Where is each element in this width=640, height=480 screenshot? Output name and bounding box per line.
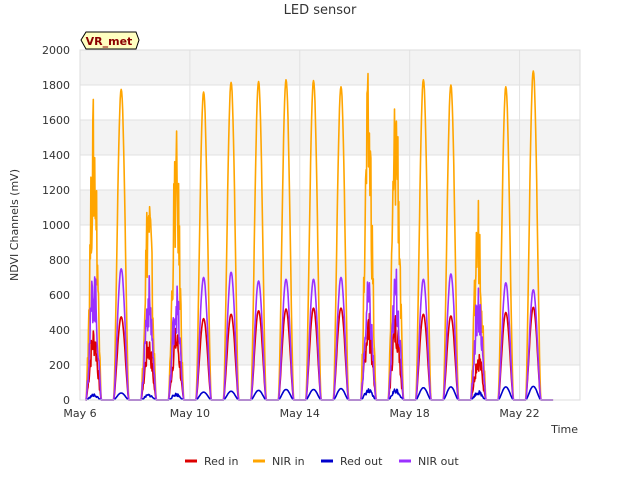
legend-label: Red in	[204, 455, 238, 468]
plot-bands	[80, 50, 580, 365]
y-tick-label: 0	[63, 394, 70, 407]
y-tick-label: 1600	[42, 114, 70, 127]
legend-label: NIR in	[272, 455, 305, 468]
y-tick-label: 600	[49, 289, 70, 302]
y-tick-label: 1800	[42, 79, 70, 92]
series-line-red-in	[85, 306, 554, 401]
plot-band	[80, 190, 580, 225]
x-axis-label: Time	[550, 423, 578, 436]
y-tick-label: 200	[49, 359, 70, 372]
x-tick-label: May 14	[280, 407, 320, 420]
y-tick-labels: 0 200 400 600 800 1000 1200 1400 1600 1800 2000	[42, 44, 70, 407]
x-tick-label: May 22	[499, 407, 539, 420]
x-tick-label: May 10	[170, 407, 210, 420]
legend-label: NIR out	[418, 455, 459, 468]
series-lines	[85, 70, 554, 401]
y-tick-label: 400	[49, 324, 70, 337]
y-tick-label: 1000	[42, 219, 70, 232]
legend-item: NIR out	[399, 455, 459, 468]
x-tick-label: May 18	[390, 407, 430, 420]
y-axis-label: NDVI Channels (mV)	[8, 169, 21, 281]
chart-title: LED sensor	[284, 3, 357, 18]
site-badge: VR_met	[80, 31, 140, 50]
series-line-red-out	[85, 385, 554, 401]
y-tick-label: 800	[49, 254, 70, 267]
plot-band	[80, 260, 580, 295]
y-tick-label: 1400	[42, 149, 70, 162]
y-tick-label: 1200	[42, 184, 70, 197]
legend-item: Red in	[185, 455, 238, 468]
site-badge-label: VR_met	[86, 35, 133, 48]
series-line-nir-in	[85, 70, 554, 401]
plot-band	[80, 50, 580, 85]
series-line-nir-out	[85, 268, 554, 401]
y-tick-label: 2000	[42, 44, 70, 57]
plot-band	[80, 120, 580, 155]
legend-item: Red out	[321, 455, 383, 468]
legend-item: NIR in	[253, 455, 305, 468]
x-tick-labels: May 6 May 10 May 14 May 18 May 22	[63, 407, 539, 420]
x-tick-label: May 6	[63, 407, 96, 420]
plot-band	[80, 330, 580, 365]
legend: Red in NIR in Red out NIR out	[185, 455, 459, 468]
plot-frame	[79, 49, 581, 401]
legend-label: Red out	[340, 455, 383, 468]
